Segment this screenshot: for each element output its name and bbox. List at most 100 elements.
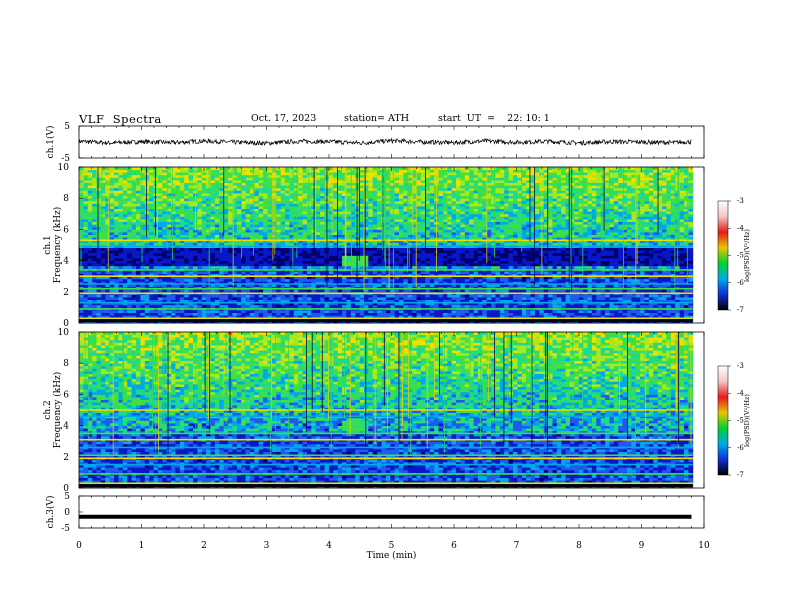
ch1-spectrogram-cell xyxy=(109,255,115,259)
ch1-spectrogram-cell xyxy=(245,252,251,256)
ch1-spectrogram-cell xyxy=(271,289,277,293)
ch1-spectrogram-cell xyxy=(285,289,290,293)
ch1-spectrogram-cell xyxy=(442,265,448,269)
ch1-spectrogram-cell xyxy=(565,302,571,306)
ch1-spectrogram-cell xyxy=(79,289,84,293)
ch1-spectrogram-cell xyxy=(539,310,545,313)
ch1-spectrogram-cell xyxy=(364,237,369,241)
ch1-spectrogram-cell xyxy=(385,302,391,306)
ch1-spectrogram-cell xyxy=(298,284,303,287)
ch1-spectrogram-cell xyxy=(206,302,211,306)
ch1-spectrogram-cell xyxy=(486,271,492,274)
ch1-spectrogram-cell xyxy=(403,250,409,254)
ch1-spectrogram-cell xyxy=(271,252,277,256)
ch1-spectrogram-cell xyxy=(644,281,650,285)
ch1-spectrogram-cell xyxy=(618,271,623,274)
ch1-spectrogram-cell xyxy=(245,312,251,316)
ch1-spectrogram-cell xyxy=(114,284,119,287)
ch1-spectrogram-cell xyxy=(403,234,409,238)
ch1-spectrogram-cell xyxy=(333,304,339,308)
ch1-spectrogram-cell xyxy=(263,281,268,285)
ch1-spectrogram-cell xyxy=(469,247,474,251)
ch1-spectrogram-cell xyxy=(587,247,593,251)
ch1-spectrogram-cell xyxy=(543,247,549,251)
ch1-spectrogram-cell xyxy=(79,304,84,308)
ch1-spectrogram-cell xyxy=(346,273,352,277)
ch1-spectrogram-cell xyxy=(570,258,575,261)
ch1-spectrogram-cell xyxy=(675,278,680,282)
ch1-spectrogram-cell xyxy=(565,299,571,303)
ch1-spectrogram-cell xyxy=(684,310,689,313)
ch1-spectrogram-cell xyxy=(570,271,575,274)
ch1-spectrogram-cell xyxy=(403,263,409,267)
ch1-spectrogram-cell xyxy=(223,239,229,243)
ch1-spectrogram-cell xyxy=(228,234,233,238)
ch1-spectrogram-cell xyxy=(473,242,479,246)
ch1-spectrogram-cell xyxy=(420,239,426,243)
ch1-spectrogram-cell xyxy=(596,255,602,259)
ch1-spectrogram-cell xyxy=(280,255,286,259)
ch1-spectrogram-cell xyxy=(508,310,514,313)
ch1-spectrogram-cell xyxy=(144,297,150,300)
ch1-spectrogram-cell xyxy=(587,315,593,319)
ch1-spectrogram-cell xyxy=(543,302,549,306)
ch1-spectrogram-cell xyxy=(328,310,334,313)
ch1-spectrogram-cell xyxy=(372,237,378,241)
ch1-spectrogram-cell xyxy=(574,302,580,306)
ch1-spectrogram-cell xyxy=(491,297,496,300)
ch1-spectrogram-cell xyxy=(328,299,334,303)
ch1-spectrogram-cell xyxy=(105,289,111,293)
ch1-spectrogram-cell xyxy=(565,250,571,254)
ch1-spectrogram-cell xyxy=(464,302,470,306)
ch1-spectrogram-cell xyxy=(583,263,588,267)
ch1-spectrogram-cell xyxy=(267,297,273,300)
ch1-spectrogram-cell xyxy=(114,289,119,293)
ch1-spectrogram-cell xyxy=(473,315,479,319)
ch1-spectrogram-cell xyxy=(201,265,207,269)
ch1-spectrogram-cell xyxy=(591,297,597,300)
ch1-spectrogram-cell xyxy=(670,263,676,267)
ch1-spectrogram-cell xyxy=(613,260,619,264)
ch1-spectrogram-cell xyxy=(377,299,382,303)
ch1-spectrogram-cell xyxy=(324,310,330,313)
ch1-spectrogram-cell xyxy=(622,284,628,287)
ch1-spectrogram-cell xyxy=(399,273,404,277)
ch1-spectrogram-cell xyxy=(96,304,102,308)
ch1-spectrogram-cell xyxy=(548,297,553,300)
ch1-spectrogram-cell xyxy=(390,273,396,277)
ch1-spectrogram-cell xyxy=(434,302,439,306)
ch1-spectrogram-cell xyxy=(315,263,321,267)
ch1-spectrogram-cell xyxy=(548,315,553,319)
ch1-spectrogram-cell xyxy=(407,281,413,285)
ch1-spectrogram-cell xyxy=(583,276,588,280)
ch1-spectrogram-cell xyxy=(136,255,141,259)
ch1-spectrogram-cell xyxy=(561,234,566,238)
ch1-spectrogram-cell xyxy=(657,271,663,274)
ch1-spectrogram-cell xyxy=(399,289,404,293)
ch1-spectrogram-cell xyxy=(364,302,369,306)
ch1-spectrogram-cell xyxy=(473,237,479,241)
ch1-spectrogram-cell xyxy=(583,271,588,274)
ch1-spectrogram-cell xyxy=(359,315,365,319)
ch1-spectrogram-cell xyxy=(232,263,238,267)
ch1-spectrogram-cell xyxy=(539,278,545,282)
ch1-spectrogram-cell xyxy=(521,234,527,238)
ch1-spectrogram-cell xyxy=(293,289,299,293)
ch1-spectrogram-cell xyxy=(394,258,400,261)
ch1-spectrogram-cell xyxy=(605,234,610,238)
ch1-spectrogram-cell xyxy=(666,260,672,264)
ch1-spectrogram-cell xyxy=(241,271,246,274)
ch1-spectrogram-cell xyxy=(434,271,439,274)
ch1-spectrogram-cell xyxy=(184,278,189,282)
ch1-spectrogram-cell xyxy=(622,247,628,251)
ch1-spectrogram-cell xyxy=(114,315,119,319)
ch1-spectrogram-cell xyxy=(613,273,619,277)
ch1-spectrogram-cell xyxy=(328,304,334,308)
ch1-spectrogram-cell xyxy=(153,297,159,300)
ch1-spectrogram-cell xyxy=(513,258,518,261)
ch1-spectrogram-cell xyxy=(381,239,387,243)
ch1-spectrogram-cell xyxy=(482,310,488,313)
ch1-spectrogram-cell xyxy=(613,312,619,316)
ch1-spectrogram-cell xyxy=(223,271,229,274)
ch1-spectrogram-cell xyxy=(337,250,343,254)
